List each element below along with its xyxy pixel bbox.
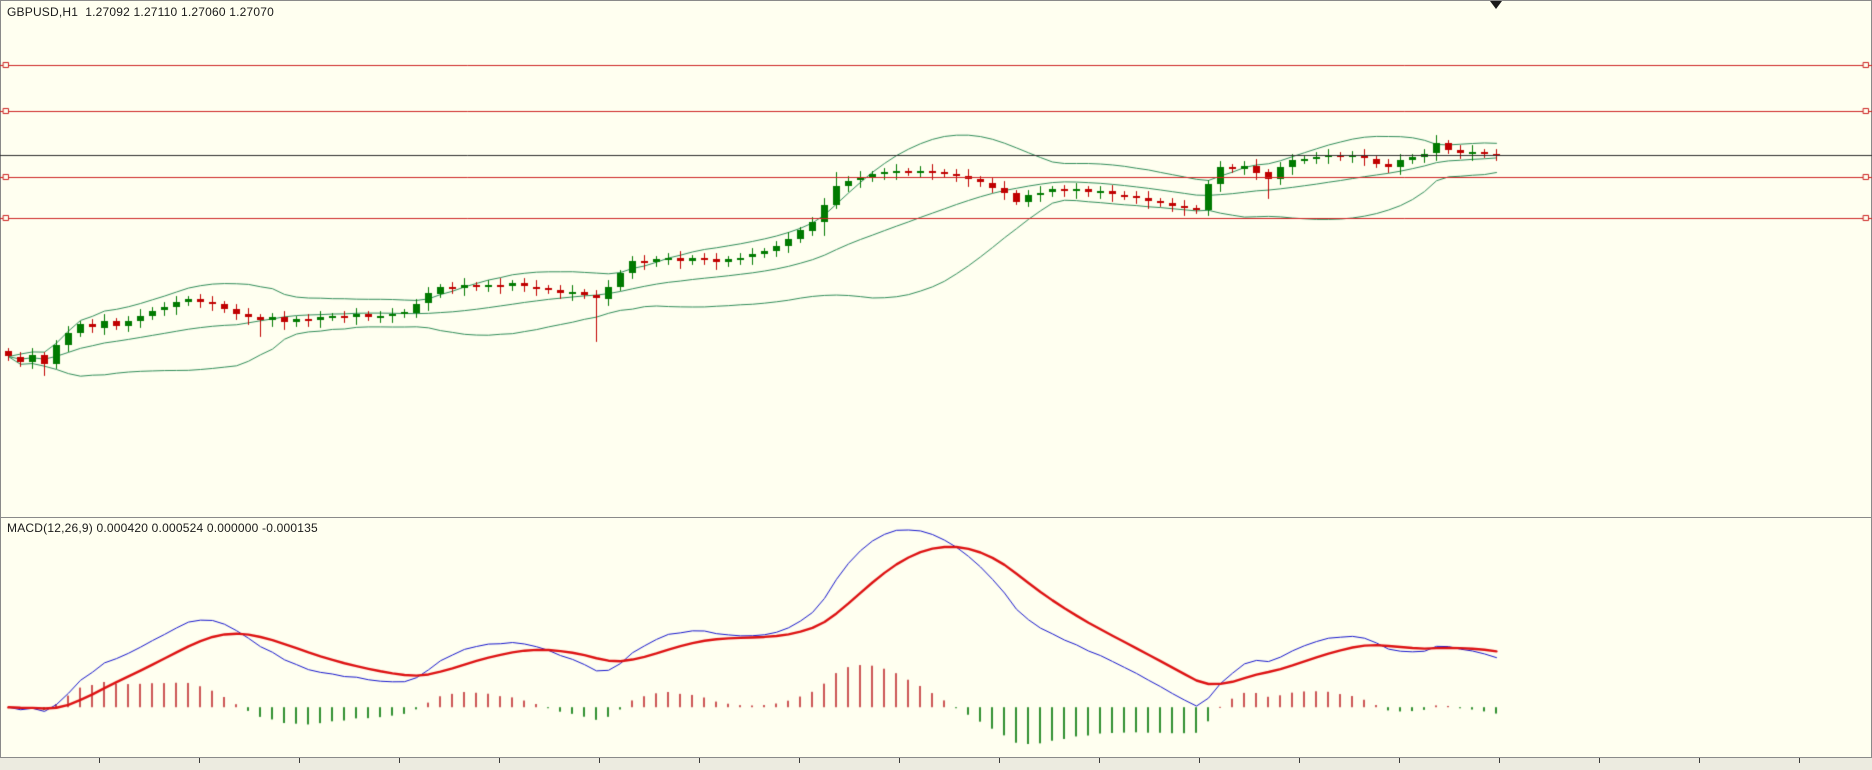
chart-shift-triangle-icon <box>1490 1 1502 9</box>
macd-indicator-label: MACD(12,26,9) 0.000420 0.000524 0.000000… <box>7 521 318 535</box>
price-chart-canvas[interactable] <box>0 0 1872 517</box>
time-axis[interactable] <box>0 757 1872 770</box>
macd-indicator-canvas[interactable] <box>0 517 1872 758</box>
time-axis-ticks <box>0 758 1872 763</box>
symbol-quote-label: GBPUSD,H1 1.27092 1.27110 1.27060 1.2707… <box>7 5 275 19</box>
